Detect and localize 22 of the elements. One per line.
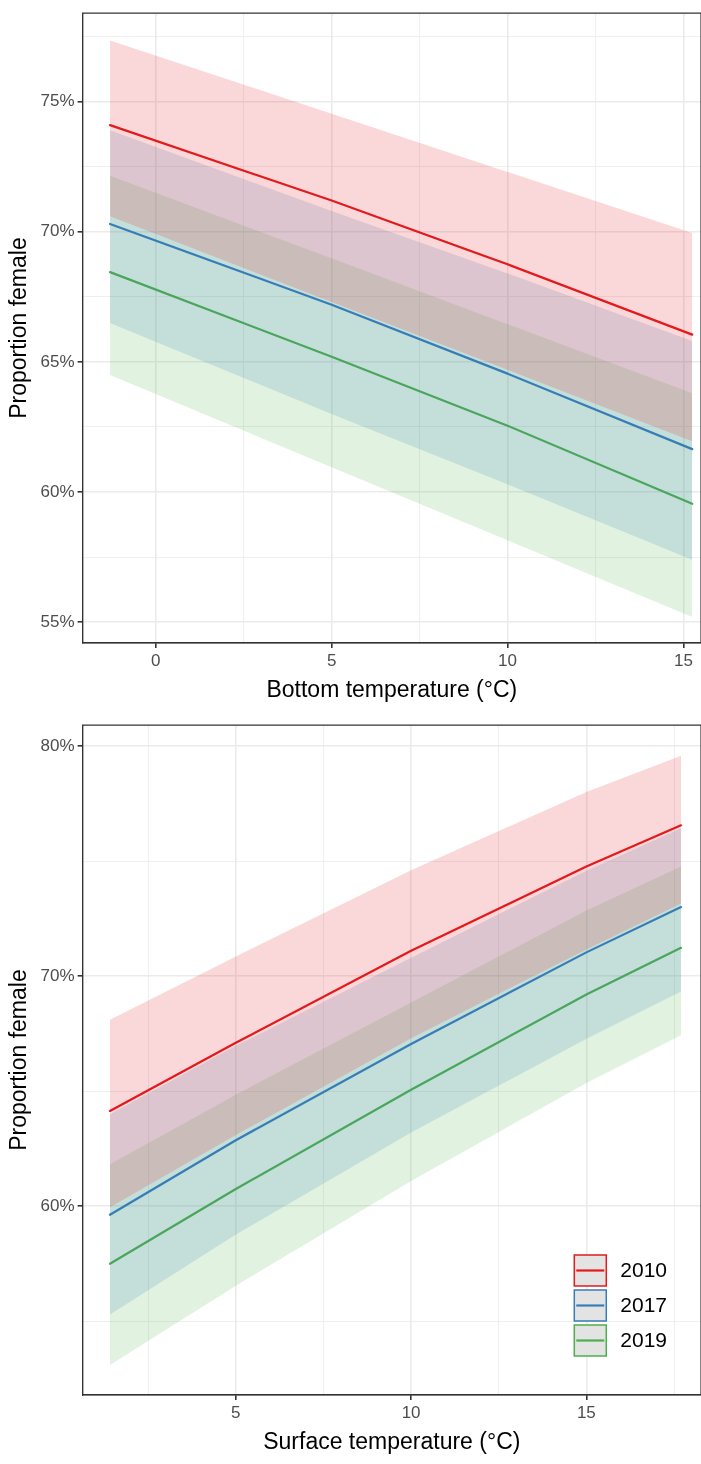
legend-label: 2010 [620, 1258, 667, 1282]
y-axis-title: Proportion female [5, 969, 32, 1151]
x-tick-label: 15 [576, 1402, 596, 1422]
x-axis-title: Surface temperature (°C) [263, 1427, 521, 1454]
x-tick-label: 5 [326, 650, 337, 670]
x-tick-label: 0 [151, 650, 161, 670]
y-tick-label: 75% [40, 91, 75, 111]
legend-label: 2017 [620, 1293, 667, 1317]
y-tick-label: 60% [40, 1195, 75, 1215]
y-tick-label: 55% [40, 611, 75, 631]
x-axis-title: Bottom temperature (°C) [266, 675, 518, 702]
x-tick-label: 10 [401, 1402, 421, 1422]
y-tick-label: 60% [40, 481, 75, 501]
x-tick-label: 15 [673, 650, 693, 670]
y-tick-label: 65% [40, 351, 75, 371]
y-tick-label: 80% [40, 735, 75, 755]
y-tick-label: 70% [40, 965, 75, 985]
legend-label: 2019 [620, 1328, 667, 1352]
y-axis-title: Proportion female [5, 237, 32, 419]
y-tick-label: 70% [40, 221, 75, 241]
x-tick-label: 5 [231, 1402, 241, 1422]
x-tick-label: 10 [498, 650, 517, 670]
